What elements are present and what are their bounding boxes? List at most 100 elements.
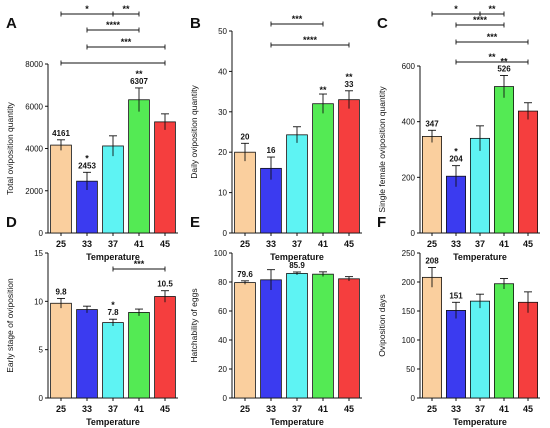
x-axis-title: Temperature (453, 417, 507, 427)
panel-letter: C (377, 15, 388, 32)
panel-letter: B (190, 15, 201, 32)
bar (518, 110, 539, 234)
y-tick-label: 5 (39, 346, 44, 355)
data-label: 204 (449, 155, 463, 164)
x-tick-label: 25 (240, 404, 250, 414)
data-label: 4161 (52, 129, 70, 138)
x-tick-label: 37 (292, 239, 302, 249)
x-tick-label: 45 (523, 404, 533, 414)
data-label: 7.8 (107, 308, 119, 317)
x-tick-label: 37 (292, 404, 302, 414)
x-tick-label: 37 (108, 404, 118, 414)
bracket-label: ** (122, 4, 130, 14)
data-label: 151 (449, 291, 463, 300)
panel-letter: F (377, 214, 386, 231)
x-tick-label: 33 (82, 239, 92, 249)
bar (286, 134, 308, 234)
bar (50, 144, 72, 234)
y-tick-label: 0 (411, 394, 416, 403)
y-tick-label: 250 (402, 249, 416, 258)
x-tick-label: 25 (56, 239, 66, 249)
data-label: 9.8 (55, 287, 67, 296)
data-label: 79.6 (237, 270, 253, 279)
x-axis-title: Temperature (86, 417, 140, 427)
significance-label: ** (345, 72, 353, 82)
x-tick-label: 25 (240, 239, 250, 249)
x-tick-label: 41 (134, 404, 144, 414)
y-tick-label: 20 (218, 148, 227, 157)
y-tick-label: 8000 (25, 60, 43, 69)
bar (518, 301, 539, 399)
x-tick-label: 45 (523, 239, 533, 249)
bracket-label: ** (488, 52, 496, 62)
x-tick-label: 25 (427, 239, 437, 249)
bracket-label: **** (303, 35, 318, 45)
bar (234, 282, 256, 399)
bracket-label: **** (473, 15, 488, 25)
y-axis-title: Early stage of oviposition (5, 278, 15, 373)
y-axis-title: Oviposition days (377, 294, 387, 356)
y-tick-label: 50 (218, 27, 227, 36)
x-tick-label: 25 (56, 404, 66, 414)
data-label: 85.9 (289, 261, 305, 270)
significance-label: ** (135, 69, 143, 79)
y-tick-label: 60 (218, 307, 227, 316)
x-tick-label: 41 (499, 404, 509, 414)
y-tick-label: 15 (34, 249, 43, 258)
x-tick-label: 45 (160, 404, 170, 414)
y-tick-label: 0 (39, 394, 44, 403)
y-tick-label: 0 (223, 229, 228, 238)
data-label: 526 (497, 64, 511, 73)
y-tick-label: 40 (218, 336, 227, 345)
x-tick-label: 25 (427, 404, 437, 414)
bracket-label: *** (487, 32, 498, 42)
x-tick-label: 37 (475, 404, 485, 414)
panel-letter: E (190, 214, 200, 231)
y-tick-label: 20 (218, 365, 227, 374)
x-tick-label: 33 (266, 404, 276, 414)
panel-d: D 0 5 10 15 25 9.8 33 37 7.8* 41 45 10.5 Temperature E… (5, 214, 178, 427)
x-axis-title: Temperature (86, 252, 140, 262)
bar (76, 309, 98, 399)
y-tick-label: 200 (402, 278, 416, 287)
y-axis-title: Single female oviposition quantity (377, 86, 387, 213)
bar (128, 99, 150, 234)
bar (312, 103, 334, 234)
bracket-label: **** (106, 20, 121, 30)
panel-letter: D (6, 214, 17, 231)
data-label: 10.5 (157, 280, 173, 289)
bracket-label: *** (121, 37, 132, 47)
significance-label: * (111, 300, 115, 310)
x-axis-title: Temperature (270, 252, 324, 262)
panel-e: E 0 20 40 60 80 100 25 79.6 33 37 85.9 41 45 Temperatu… (189, 214, 362, 427)
bar (102, 322, 124, 399)
y-axis-title: Hatchability of eggs (189, 288, 199, 362)
x-axis-title: Temperature (453, 252, 507, 262)
data-label: 2453 (78, 161, 96, 170)
x-tick-label: 45 (344, 239, 354, 249)
bar (469, 300, 490, 399)
bracket-label: ** (488, 4, 496, 14)
bracket-label: *** (134, 259, 145, 269)
bar (312, 273, 334, 399)
y-tick-label: 0 (39, 229, 44, 238)
data-label: 208 (425, 257, 439, 266)
x-tick-label: 33 (451, 239, 461, 249)
y-tick-label: 40 (218, 67, 227, 76)
y-tick-label: 600 (402, 62, 416, 71)
x-tick-label: 41 (499, 239, 509, 249)
bar (421, 136, 442, 234)
data-label: 20 (241, 132, 250, 141)
panel-letter: A (6, 15, 17, 32)
significance-label: * (85, 153, 89, 163)
y-tick-label: 4000 (25, 145, 43, 154)
y-tick-label: 100 (402, 336, 416, 345)
x-tick-label: 33 (451, 404, 461, 414)
x-axis-title: Temperature (270, 417, 324, 427)
y-tick-label: 150 (402, 307, 416, 316)
bar (154, 296, 176, 399)
x-tick-label: 33 (82, 404, 92, 414)
y-tick-label: 100 (214, 249, 228, 258)
